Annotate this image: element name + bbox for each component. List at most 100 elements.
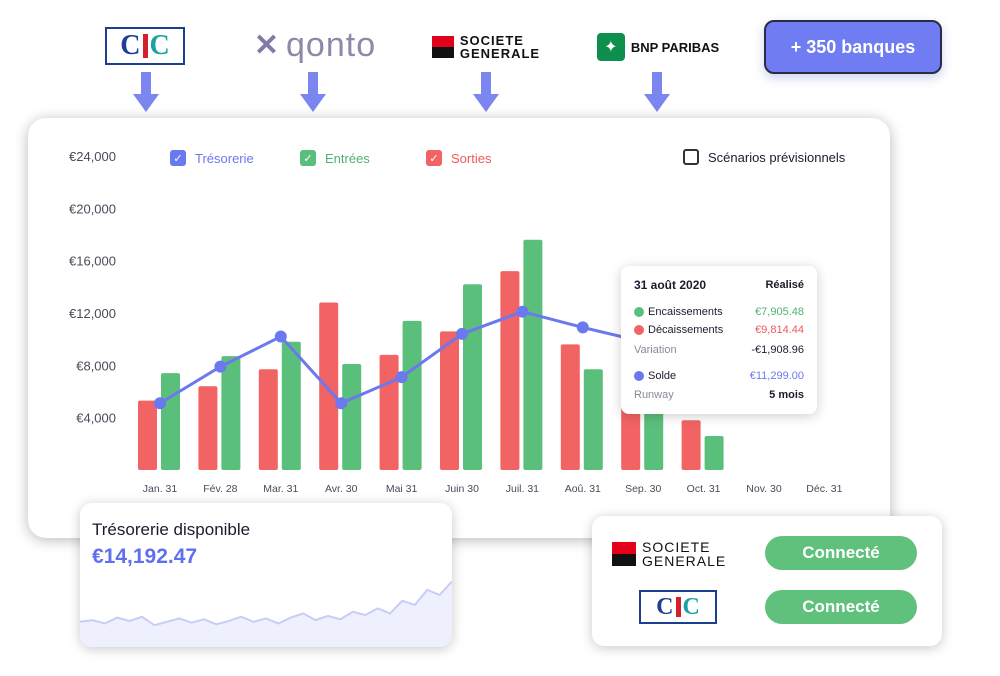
tooltip-encaissements-value: €7,905.48 <box>755 306 804 318</box>
tresorerie-point <box>576 321 589 334</box>
y-tick-label: €16,000 <box>69 254 116 269</box>
y-tick-label: €12,000 <box>69 306 116 321</box>
bar-sorties <box>560 344 580 470</box>
treasury-title: Trésorerie disponible <box>92 520 251 539</box>
checkbox-checked-icon[interactable]: ✓ <box>170 150 186 166</box>
societe-generale-mark-icon <box>431 36 454 58</box>
sg-line1: SOCIETE <box>642 539 711 555</box>
connected-button-cic[interactable]: Connecté <box>765 590 917 624</box>
bar-sorties <box>440 331 459 470</box>
treasury-card: Trésorerie disponible €14,192.47 <box>80 503 452 647</box>
tresorerie-point <box>274 330 287 343</box>
x-tick-label: Déc. 31 <box>806 483 842 495</box>
tresorerie-point <box>456 327 468 340</box>
bar-sorties <box>500 271 520 470</box>
sg-line2: GENERALE <box>642 553 727 569</box>
green-dot-icon <box>634 307 644 317</box>
x-tick-label: Avr. 30 <box>325 483 358 495</box>
cic-logo: C C <box>639 590 717 624</box>
bar-sorties <box>319 302 339 470</box>
blue-dot-icon <box>634 371 644 381</box>
x-tick-label: Oct. 31 <box>687 483 721 495</box>
tooltip-variation-value: -€1,908.96 <box>751 344 804 356</box>
bar-sorties <box>138 400 157 470</box>
scenarios-toggle[interactable]: Scénarios prévisionnels <box>683 149 845 165</box>
more-banks-button[interactable]: + 350 banques <box>764 20 942 74</box>
arrow-down-icon <box>473 72 499 112</box>
tooltip-variation-label: Variation <box>634 344 677 356</box>
cic-letter-c2: C <box>682 593 700 620</box>
x-tick-label: Juin 30 <box>445 483 479 495</box>
y-tick-label: €24,000 <box>69 149 116 164</box>
x-tick-label: Mai 31 <box>386 483 418 495</box>
cic-letter-c: C <box>656 593 674 620</box>
cic-red-bar <box>142 34 148 58</box>
qonto-x-icon: ✕ <box>253 28 281 62</box>
sg-line1: SOCIETE <box>459 33 524 48</box>
tresorerie-point <box>154 397 166 410</box>
bar-entrees <box>221 356 241 470</box>
legend-tresorerie[interactable]: ✓ Trésorerie <box>170 150 254 166</box>
x-tick-label: Aoû. 31 <box>565 483 601 495</box>
tresorerie-point <box>335 397 348 410</box>
treasury-sparkline <box>80 580 452 647</box>
tooltip-solde-label: Solde <box>648 370 677 382</box>
bar-sorties <box>681 420 701 470</box>
legend-tresorerie-label: Trésorerie <box>195 150 254 166</box>
tooltip-status: Réalisé <box>765 279 804 291</box>
connections-card: SOCIETE GENERALE Connecté C C Connecté <box>592 516 942 646</box>
societe-generale-mark-icon <box>612 542 636 566</box>
sg-line2: GENERALE <box>459 46 541 61</box>
checkbox-checked-icon[interactable]: ✓ <box>426 150 442 166</box>
bar-entrees <box>644 404 664 470</box>
sparkline-line <box>80 580 452 627</box>
scenarios-label: Scénarios prévisionnels <box>708 149 846 165</box>
arrow-down-icon <box>300 72 326 112</box>
y-tick-label: €4,000 <box>76 411 116 426</box>
connected-button-sg[interactable]: Connecté <box>765 536 917 570</box>
bar-sorties <box>198 386 218 470</box>
red-dot-icon <box>634 325 644 335</box>
legend-sorties[interactable]: ✓ Sorties <box>426 150 491 166</box>
x-tick-label: Juil. 31 <box>506 483 539 495</box>
bar-entrees <box>583 369 603 470</box>
bar-entrees <box>704 435 724 470</box>
bnp-stars-icon: ✦ <box>596 33 625 61</box>
legend-entrees[interactable]: ✓ Entrées <box>300 150 370 166</box>
tooltip-decaissements-value: €9,814.44 <box>755 324 804 336</box>
tooltip-encaissements-label: Encaissements <box>648 306 723 318</box>
tooltip-date: 31 août 2020 <box>634 278 707 292</box>
legend-sorties-label: Sorties <box>451 150 492 166</box>
bar-entrees <box>523 239 543 470</box>
x-tick-label: Fév. 28 <box>203 483 237 495</box>
x-tick-label: Sep. 30 <box>625 483 661 495</box>
checkbox-unchecked-icon[interactable] <box>683 149 699 165</box>
tooltip-decaissements-label: Décaissements <box>648 324 724 336</box>
tresorerie-point <box>214 360 227 373</box>
bar-sorties <box>258 369 278 470</box>
x-tick-label: Mar. 31 <box>263 483 298 495</box>
tresorerie-point <box>395 371 408 384</box>
cic-red-bar <box>675 597 681 617</box>
tooltip-solde-value: €11,299.00 <box>749 370 804 382</box>
tooltip-runway-label: Runway <box>634 389 674 401</box>
bar-entrees <box>402 320 422 470</box>
tooltip-runway-value: 5 mois <box>769 389 804 401</box>
societe-generale-logo: SOCIETE GENERALE <box>612 540 752 568</box>
x-tick-label: Nov. 30 <box>746 483 782 495</box>
x-tick-label: Jan. 31 <box>143 483 178 495</box>
societe-generale-logo: SOCIETE GENERALE <box>416 29 556 65</box>
legend-entrees-label: Entrées <box>325 150 370 166</box>
arrow-down-icon <box>133 72 159 112</box>
cic-letter-c2: C <box>149 30 170 61</box>
checkbox-checked-icon[interactable]: ✓ <box>300 150 316 166</box>
chart-tooltip: 31 août 2020 Réalisé Encaissements €7,90… <box>621 266 817 414</box>
bar-sorties <box>379 354 399 470</box>
cic-letter-c: C <box>120 30 141 61</box>
qonto-logo: ✕ qonto <box>244 25 386 65</box>
y-tick-label: €20,000 <box>69 201 116 216</box>
bnp-paribas-logo: ✦ BNP PARIBAS <box>588 29 728 65</box>
qonto-wordmark: qonto <box>286 25 377 64</box>
tresorerie-point <box>516 305 529 318</box>
